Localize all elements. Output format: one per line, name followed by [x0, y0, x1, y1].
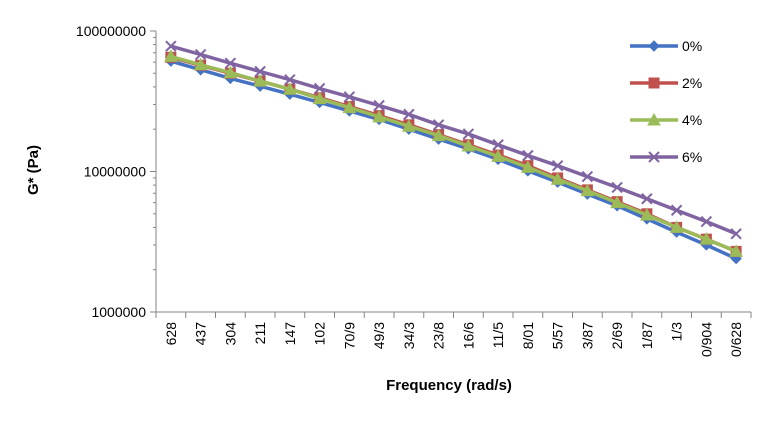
data-point [580, 183, 595, 197]
data-point [312, 91, 327, 105]
x-axis-title: Frequency (rad/s) [386, 377, 512, 394]
data-point [492, 139, 504, 151]
x-tick-label: 147 [282, 322, 298, 346]
data-point [254, 65, 266, 78]
data-point [647, 112, 661, 126]
y-tick-label: 100000000 [76, 23, 146, 39]
data-point [313, 82, 326, 95]
data-point [373, 99, 385, 112]
x-tick-label: 304 [222, 322, 238, 346]
x-tick-label: 34/3 [401, 322, 417, 349]
data-point [461, 138, 476, 152]
x-tick-label: 8/01 [520, 322, 536, 349]
x-tick-label: 102 [312, 322, 328, 346]
x-axis: 628 437 304 211 147 102 70/9 49/3 34/3 23/8 16/6 11… [155, 311, 752, 357]
legend-label: 2% [682, 75, 702, 91]
series-line [170, 54, 737, 254]
x-tick-label: 16/6 [460, 322, 476, 349]
series-4pct [164, 49, 743, 257]
x-tick-label: 437 [193, 322, 209, 346]
legend-item: 2% [630, 75, 702, 91]
data-point [699, 232, 714, 245]
x-tick-label: 0/904 [698, 322, 714, 357]
data-point [551, 159, 564, 172]
x-tick-label: 0/628 [728, 322, 744, 357]
data-point [224, 57, 237, 69]
data-point [343, 91, 356, 103]
series-line [170, 44, 737, 236]
x-tick-label: 2/69 [609, 322, 625, 349]
data-point [648, 151, 660, 163]
data-point [462, 128, 475, 140]
data-point [670, 204, 683, 216]
data-point [223, 65, 238, 79]
x-tick-label: 1/87 [639, 322, 655, 349]
y-tick-label: 1000000 [91, 304, 146, 320]
data-point [342, 100, 357, 114]
data-point [165, 40, 177, 52]
data-point [648, 40, 660, 52]
data-point [284, 74, 296, 86]
legend-label: 6% [682, 149, 702, 165]
series-6pct [165, 40, 742, 240]
x-tick-label: 70/9 [341, 322, 357, 349]
x-tick-label: 11/5 [490, 322, 506, 348]
x-tick-label: 49/3 [371, 322, 387, 349]
x-tick-label: 3/87 [579, 322, 595, 349]
x-tick-label: 628 [163, 322, 179, 346]
data-point [611, 181, 623, 194]
data-point [491, 149, 505, 162]
data-point [641, 193, 653, 205]
data-point [431, 128, 446, 142]
data-point [730, 228, 742, 240]
data-point [640, 207, 654, 221]
data-point [610, 195, 624, 209]
data-point [402, 119, 416, 132]
data-point [164, 49, 178, 62]
data-point [193, 57, 208, 71]
legend-item: 4% [630, 112, 702, 128]
legend-item: 0% [630, 38, 702, 54]
data-point [372, 109, 386, 123]
data-point [581, 170, 594, 183]
series-layer [164, 40, 743, 265]
y-tick-label: 10000000 [84, 164, 147, 180]
legend-label: 4% [682, 112, 702, 128]
data-point [283, 82, 297, 95]
data-point [522, 149, 534, 162]
x-tick-label: 1/3 [669, 322, 685, 342]
data-point [648, 77, 660, 89]
legend-item: 6% [630, 149, 702, 165]
legend-label: 0% [682, 38, 702, 54]
x-tick-label: 23/8 [431, 322, 447, 349]
x-tick-label: 211 [252, 322, 268, 345]
data-point [194, 48, 207, 61]
x-tick-label: 5/57 [550, 322, 566, 349]
data-point [432, 119, 445, 131]
data-point [550, 172, 565, 185]
data-point [253, 74, 267, 87]
data-point [729, 244, 743, 257]
y-axis-title: G* (Pa) [25, 145, 42, 195]
legend: 0% 2% 4% 6% [630, 38, 702, 165]
data-point [521, 160, 535, 173]
data-point [700, 215, 713, 228]
data-point [403, 108, 415, 121]
data-point [669, 220, 684, 233]
y-axis: 1000000 10000000 100000000 [76, 23, 157, 320]
